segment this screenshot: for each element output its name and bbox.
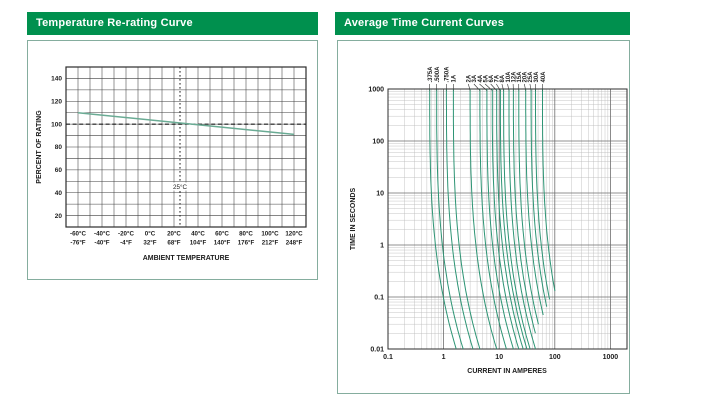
svg-text:0.01: 0.01 [370,346,384,353]
curve-label: 15A [517,71,523,83]
curve-label-leaders [429,83,543,91]
curve-label: 1A [452,74,458,82]
svg-text:1000: 1000 [603,354,619,361]
curve-label: 20A [523,71,529,83]
svg-text:-76°F: -76°F [70,240,85,247]
svg-text:68°F: 68°F [167,240,180,247]
svg-text:212°F: 212°F [262,240,279,247]
curve-label: 5A [483,74,489,82]
svg-text:1: 1 [380,242,384,249]
curve-label: 7A [495,74,501,82]
svg-text:1: 1 [442,354,446,361]
time-current-header: Average Time Current Curves [335,12,630,35]
ref-25c-label: 25°C [173,183,188,191]
svg-text:176°F: 176°F [238,240,255,247]
svg-text:120°C: 120°C [285,231,303,238]
svg-text:40°C: 40°C [191,231,205,238]
curve-label: 10A [506,71,512,83]
svg-text:0.1: 0.1 [383,354,393,361]
grid-minor [388,89,628,349]
svg-text:104°F: 104°F [190,240,207,247]
plot-border [387,88,628,350]
svg-text:60°C: 60°C [215,231,229,238]
svg-text:80: 80 [55,144,63,151]
svg-text:120: 120 [51,98,62,105]
temperature-rerating-chart-box: 20 40 60 80 100 120 140 -60°C -76°F -40°C -40°F -20… [27,40,318,280]
svg-text:248°F: 248°F [286,240,303,247]
svg-text:100: 100 [549,354,561,361]
svg-text:32°F: 32°F [143,240,156,247]
curve-label: .500A [435,66,441,83]
svg-text:10: 10 [495,354,503,361]
temperature-rerating-header: Temperature Re-rating Curve [27,12,318,35]
svg-text:-60°C: -60°C [70,231,86,238]
y-axis-title: PERCENT OF RATING [36,110,43,184]
curve-label: 30A [534,71,540,83]
svg-text:80°C: 80°C [239,231,253,238]
time-current-chart-box: 0.1 1 10 100 1000 1000 100 10 1 0.1 0.01 CURRENT IN… [337,40,630,394]
curve-label: 25A [528,71,534,83]
svg-text:100: 100 [51,121,62,128]
y-axis-ticks: 20 40 60 80 100 120 140 [51,76,62,220]
svg-text:60: 60 [55,167,63,174]
x-axis-title: AMBIENT TEMPERATURE [143,255,230,262]
curve-label: 12A [511,71,517,83]
svg-text:40: 40 [55,190,63,197]
svg-text:100°C: 100°C [261,231,279,238]
curve-label: 4A [478,74,484,82]
y-axis-title: TIME IN SECONDS [350,188,357,251]
svg-text:20: 20 [55,213,63,220]
x-axis-title: CURRENT IN AMPERES [467,368,547,375]
curve-label: 8A [500,74,506,82]
curve-label: 2A [467,74,473,82]
svg-text:140°F: 140°F [214,240,231,247]
temperature-rerating-chart: 20 40 60 80 100 120 140 -60°C -76°F -40°C -40°F -20… [36,66,307,262]
x-axis-ticks: 0.1 1 10 100 1000 [383,354,618,361]
curve-label: 40A [541,71,547,83]
svg-text:0.1: 0.1 [374,294,384,301]
curve-labels: .375A .500A .750A 1A 2A 3A 4A 5A 6A 7A 8A 10A 12A 15A… [428,66,547,83]
temperature-rerating-title: Temperature Re-rating Curve [36,17,193,29]
rerating-series [77,111,295,136]
svg-text:-40°C: -40°C [94,231,110,238]
fuse-curves [429,89,556,350]
plot-border [65,66,307,228]
curve-label: .750A [445,66,451,83]
svg-text:100: 100 [372,138,384,145]
y-axis-ticks: 1000 100 10 1 0.1 0.01 [368,86,384,353]
curve-label: 6A [489,74,495,82]
curve-label: .375A [428,66,434,83]
svg-text:1000: 1000 [368,86,384,93]
svg-text:140: 140 [51,76,62,83]
grid [65,66,307,228]
time-current-title: Average Time Current Curves [344,17,505,29]
svg-text:20°C: 20°C [167,231,181,238]
svg-text:-20°C: -20°C [118,231,134,238]
curve-label: 3A [472,74,478,82]
svg-text:-4°F: -4°F [120,240,132,247]
grid-major [387,88,627,350]
svg-text:10: 10 [376,190,384,197]
x-axis-ticks: -60°C -76°F -40°C -40°F -20°C -4°F 0°C 32°F 20°C… [70,231,303,247]
svg-text:-40°F: -40°F [94,240,109,247]
svg-text:0°C: 0°C [145,231,156,238]
